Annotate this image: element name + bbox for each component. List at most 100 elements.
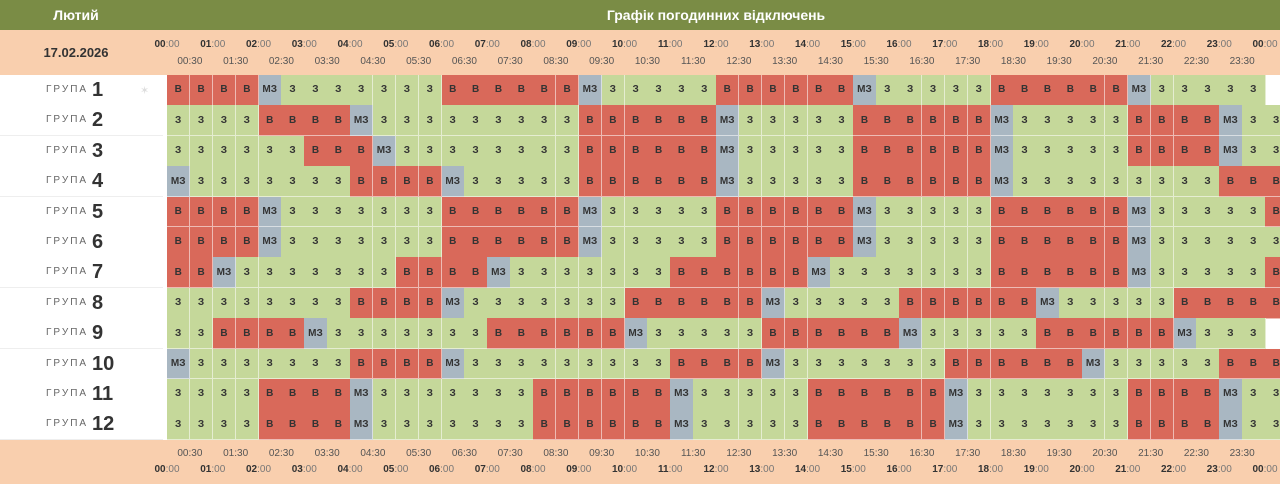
schedule-cell: В: [716, 227, 740, 258]
schedule-cell: З: [350, 196, 374, 228]
schedule-cell: В: [601, 166, 625, 198]
schedule-cell: В: [647, 166, 671, 198]
group-row-label[interactable]: ГРУПА 4: [0, 166, 163, 198]
schedule-cell: В: [395, 257, 420, 289]
schedule-cell: МЗ: [761, 348, 786, 380]
schedule-cell: З: [304, 227, 328, 258]
schedule-cell: В: [1059, 348, 1083, 380]
schedule-cell: З: [304, 166, 328, 198]
group-row-label[interactable]: ГРУПА 11: [0, 379, 163, 410]
schedule-cell: З: [761, 409, 786, 441]
schedule-cell: З: [761, 135, 786, 167]
schedule-cell: З: [899, 196, 923, 228]
half-hour-label: 21:30: [1138, 56, 1164, 67]
group-row-label[interactable]: ГРУПА 10: [0, 348, 163, 380]
group-row-label[interactable]: ГРУПА 5: [0, 196, 163, 228]
schedule-cell: В: [555, 318, 580, 350]
group-row-label[interactable]: ГРУПА 6: [0, 227, 163, 258]
schedule-cell: З: [1013, 105, 1037, 137]
schedule-cell: МЗ: [258, 196, 282, 228]
schedule-cell: З: [1219, 196, 1243, 228]
schedule-cell: В: [1036, 75, 1060, 106]
schedule-cell: В: [327, 409, 351, 441]
schedule-cell: В: [1219, 348, 1243, 380]
schedule-cell: З: [372, 318, 397, 350]
schedule-cell: В: [716, 257, 740, 289]
schedule-cell: З: [738, 166, 763, 198]
schedule-cell: МЗ: [624, 318, 648, 350]
hour-label: 21:00: [1115, 464, 1141, 475]
hour-label: 07:00: [474, 464, 500, 475]
schedule-cell: З: [212, 135, 237, 167]
schedule-cell: В: [555, 409, 580, 441]
schedule-cell: З: [1242, 409, 1266, 441]
schedule-cell: В: [578, 318, 603, 350]
schedule-cell: МЗ: [441, 348, 465, 380]
group-row-label[interactable]: ГРУПА 12: [0, 409, 163, 441]
group-number: 12: [92, 413, 115, 436]
group-row-label[interactable]: ГРУПА 1 ✶: [0, 75, 163, 106]
schedule-cell: З: [281, 227, 305, 258]
schedule-cell: В: [1173, 379, 1197, 410]
group-row-label[interactable]: ГРУПА 2: [0, 105, 163, 137]
schedule-cell: З: [555, 257, 580, 289]
schedule-cell: В: [1036, 257, 1060, 289]
schedule-cell: В: [281, 318, 305, 350]
hour-label: 19:00: [1023, 464, 1049, 475]
schedule-cell: З: [487, 105, 511, 137]
schedule-cell: В: [670, 166, 694, 198]
half-hour-label: 17:30: [955, 56, 981, 67]
schedule-cell: З: [944, 227, 969, 258]
group-row-label[interactable]: ГРУПА 9: [0, 318, 163, 350]
schedule-cell: В: [555, 75, 580, 106]
half-hour-label: 13:30: [772, 448, 798, 459]
schedule-cell: В: [258, 105, 282, 137]
schedule-cell: З: [1196, 227, 1220, 258]
hour-label: 09:00: [566, 39, 592, 50]
schedule-cell: З: [1150, 166, 1174, 198]
hour-label: 11:00: [658, 39, 683, 50]
schedule-cell: З: [921, 196, 946, 228]
schedule-cell: З: [395, 379, 420, 410]
group-row-label[interactable]: ГРУПА 8: [0, 287, 163, 319]
schedule-cell: В: [784, 257, 808, 289]
schedule-cell: В: [1173, 105, 1197, 137]
schedule-cell: В: [830, 318, 854, 350]
group-row-label[interactable]: ГРУПА 3: [0, 135, 163, 167]
schedule-cell: В: [1196, 409, 1220, 441]
pin-icon[interactable]: ✶: [140, 85, 150, 97]
schedule-cell: В: [1059, 318, 1083, 350]
schedule-cell: В: [441, 75, 465, 106]
schedule-cell: В: [189, 75, 214, 106]
schedule-cell: В: [921, 287, 946, 319]
schedule-cell: МЗ: [1127, 227, 1152, 258]
schedule-cell: МЗ: [853, 75, 877, 106]
schedule-cell: З: [441, 135, 465, 167]
half-hour-label: 23:30: [1229, 448, 1255, 459]
schedule-cell: З: [189, 135, 214, 167]
schedule-cell: В: [1059, 75, 1083, 106]
half-hour-label: 02:30: [268, 448, 294, 459]
schedule-cell: З: [807, 166, 831, 198]
schedule-cell: МЗ: [853, 196, 877, 228]
schedule-cell: З: [1127, 287, 1152, 319]
schedule-cell: В: [555, 196, 580, 228]
schedule-cell: В: [395, 166, 420, 198]
schedule-cell: З: [944, 75, 969, 106]
schedule-cell: З: [693, 379, 717, 410]
schedule-cell: З: [1150, 348, 1174, 380]
schedule-cell: В: [578, 135, 603, 167]
schedule-cell: В: [693, 287, 717, 319]
schedule-cell: З: [555, 105, 580, 137]
half-hour-label: 08:30: [543, 448, 569, 459]
half-hour-label: 20:30: [1092, 448, 1118, 459]
half-hour-label: 14:30: [817, 448, 843, 459]
schedule-cell: З: [899, 348, 923, 380]
schedule-cell: З: [830, 348, 854, 380]
half-hour-label: 22:30: [1183, 56, 1209, 67]
schedule-cell: З: [761, 166, 786, 198]
schedule-cell: В: [418, 287, 442, 319]
schedule-cell: З: [167, 318, 191, 350]
group-row-label[interactable]: ГРУПА 7: [0, 257, 163, 289]
schedule-cell: З: [1196, 75, 1220, 106]
